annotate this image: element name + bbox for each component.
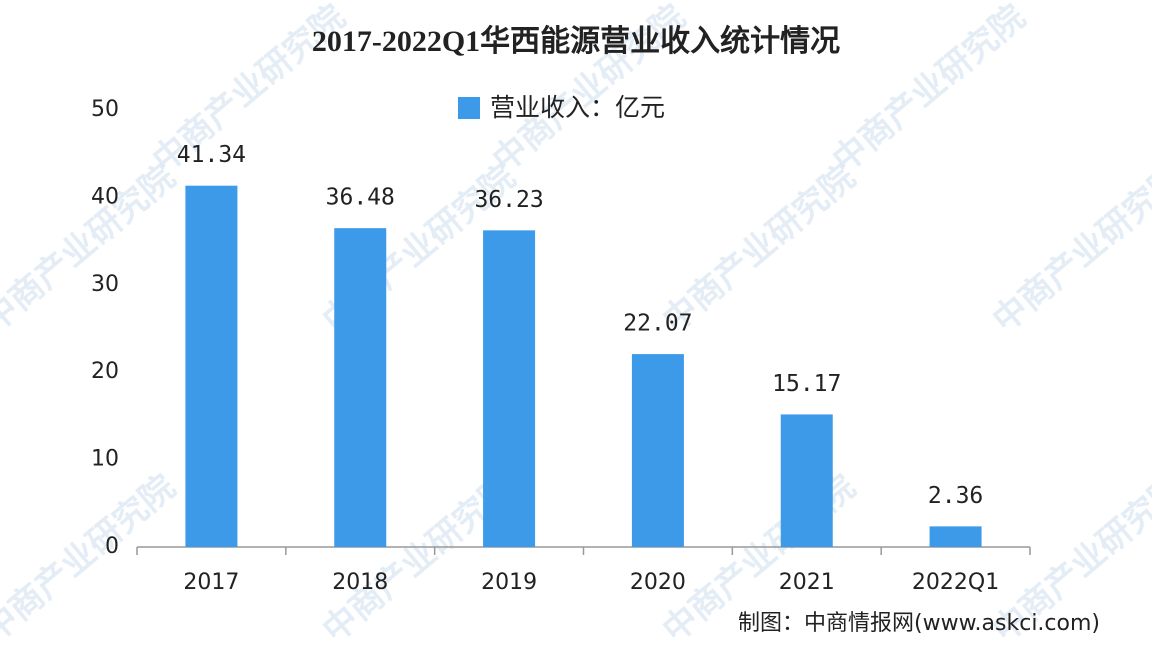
x-tick-label: 2022Q1: [912, 570, 999, 595]
x-tick-label: 2021: [779, 570, 835, 595]
bar: [929, 526, 982, 547]
source-note: 制图：中商情报网(www.askci.com): [738, 611, 1100, 636]
legend-label: 营业收入：亿元: [490, 93, 665, 122]
x-tick-label: 2020: [630, 570, 686, 595]
y-tick-label: 10: [91, 447, 119, 472]
chart-title: 2017-2022Q1华西能源营业收入统计情况: [312, 24, 840, 58]
y-tick-label: 30: [91, 272, 119, 297]
value-label: 2.36: [928, 483, 983, 509]
bar: [185, 185, 238, 547]
value-label: 41.34: [177, 142, 246, 168]
bar: [334, 228, 387, 547]
value-label: 36.23: [474, 187, 543, 213]
y-tick-label: 50: [91, 97, 119, 122]
bar: [483, 230, 536, 547]
x-tick-label: 2017: [183, 570, 239, 595]
watermark: 中商产业研究院: [825, 0, 1033, 181]
bar: [780, 414, 833, 547]
legend-swatch: [458, 97, 480, 119]
x-tick-label: 2019: [481, 570, 537, 595]
watermark: 中商产业研究院: [0, 467, 183, 651]
x-tick-label: 2018: [332, 570, 388, 595]
value-label: 36.48: [326, 185, 395, 211]
y-tick-label: 20: [91, 359, 119, 384]
value-label: 22.07: [623, 311, 692, 337]
value-label: 15.17: [772, 371, 841, 397]
watermark: 中商产业研究院: [985, 157, 1152, 341]
bar: [631, 354, 684, 547]
y-tick-label: 40: [91, 184, 119, 209]
y-tick-label: 0: [105, 534, 119, 559]
